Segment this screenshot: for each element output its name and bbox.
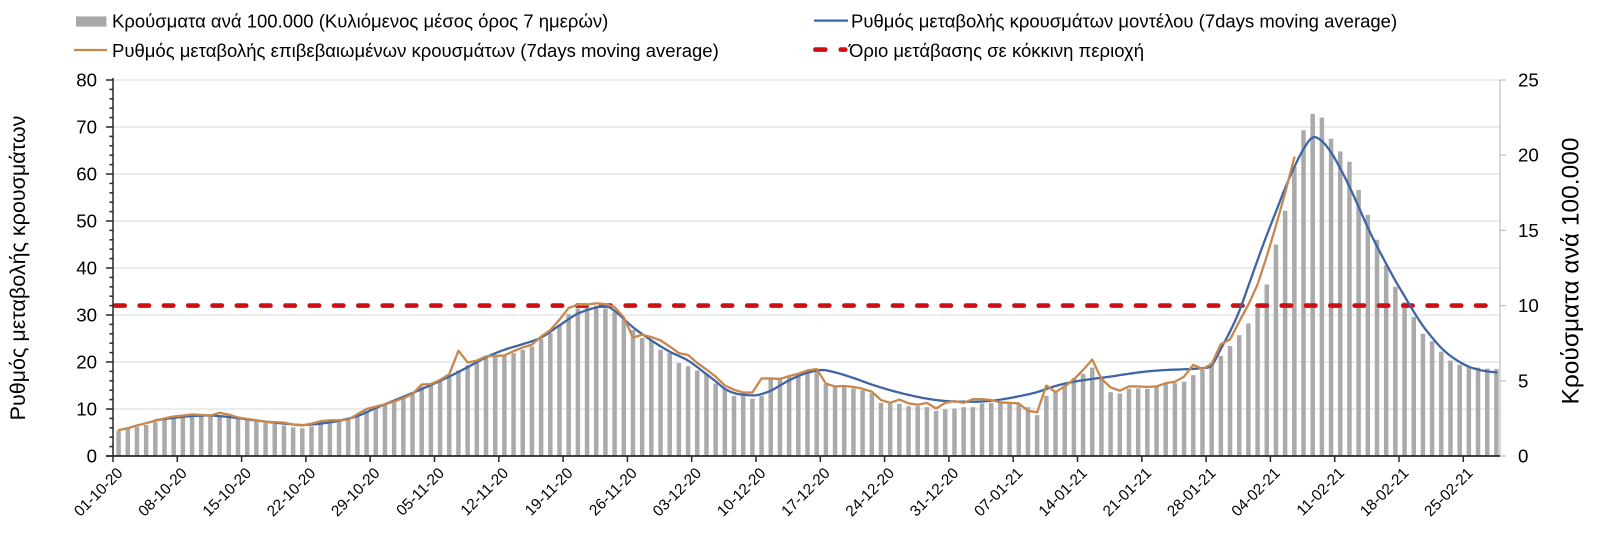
svg-text:25: 25: [1518, 70, 1539, 91]
svg-text:70: 70: [76, 117, 97, 138]
svg-text:50: 50: [76, 211, 97, 232]
svg-text:10: 10: [76, 399, 97, 420]
svg-text:30: 30: [76, 305, 97, 326]
svg-text:15: 15: [1518, 220, 1539, 241]
svg-text:10: 10: [1518, 295, 1539, 316]
svg-text:Όριο μετάβασης σε κόκκινη περι: Όριο μετάβασης σε κόκκινη περιοχή: [848, 40, 1144, 61]
svg-text:5: 5: [1518, 370, 1528, 391]
svg-text:0: 0: [87, 446, 97, 467]
svg-text:20: 20: [76, 352, 97, 373]
svg-text:Κρούσματα ανά 100.000 (Κυλιόμε: Κρούσματα ανά 100.000 (Κυλιόμενος μέσος …: [112, 11, 608, 32]
svg-text:0: 0: [1518, 446, 1528, 467]
svg-text:Κρούσματα ανά 100.000: Κρούσματα ανά 100.000: [1558, 138, 1585, 405]
svg-text:Ρυθμός μεταβολής επιβεβαιωμένω: Ρυθμός μεταβολής επιβεβαιωμένων κρουσμάτ…: [112, 40, 719, 61]
svg-text:20: 20: [1518, 145, 1539, 166]
svg-text:40: 40: [76, 258, 97, 279]
svg-text:Ρυθμός μεταβολής κρουσμάτων: Ρυθμός μεταβολής κρουσμάτων: [6, 116, 30, 421]
svg-text:60: 60: [76, 164, 97, 185]
svg-text:80: 80: [76, 70, 97, 91]
svg-text:Ρυθμός μεταβολής κρουσμάτων μο: Ρυθμός μεταβολής κρουσμάτων μοντέλου (7d…: [851, 11, 1397, 32]
